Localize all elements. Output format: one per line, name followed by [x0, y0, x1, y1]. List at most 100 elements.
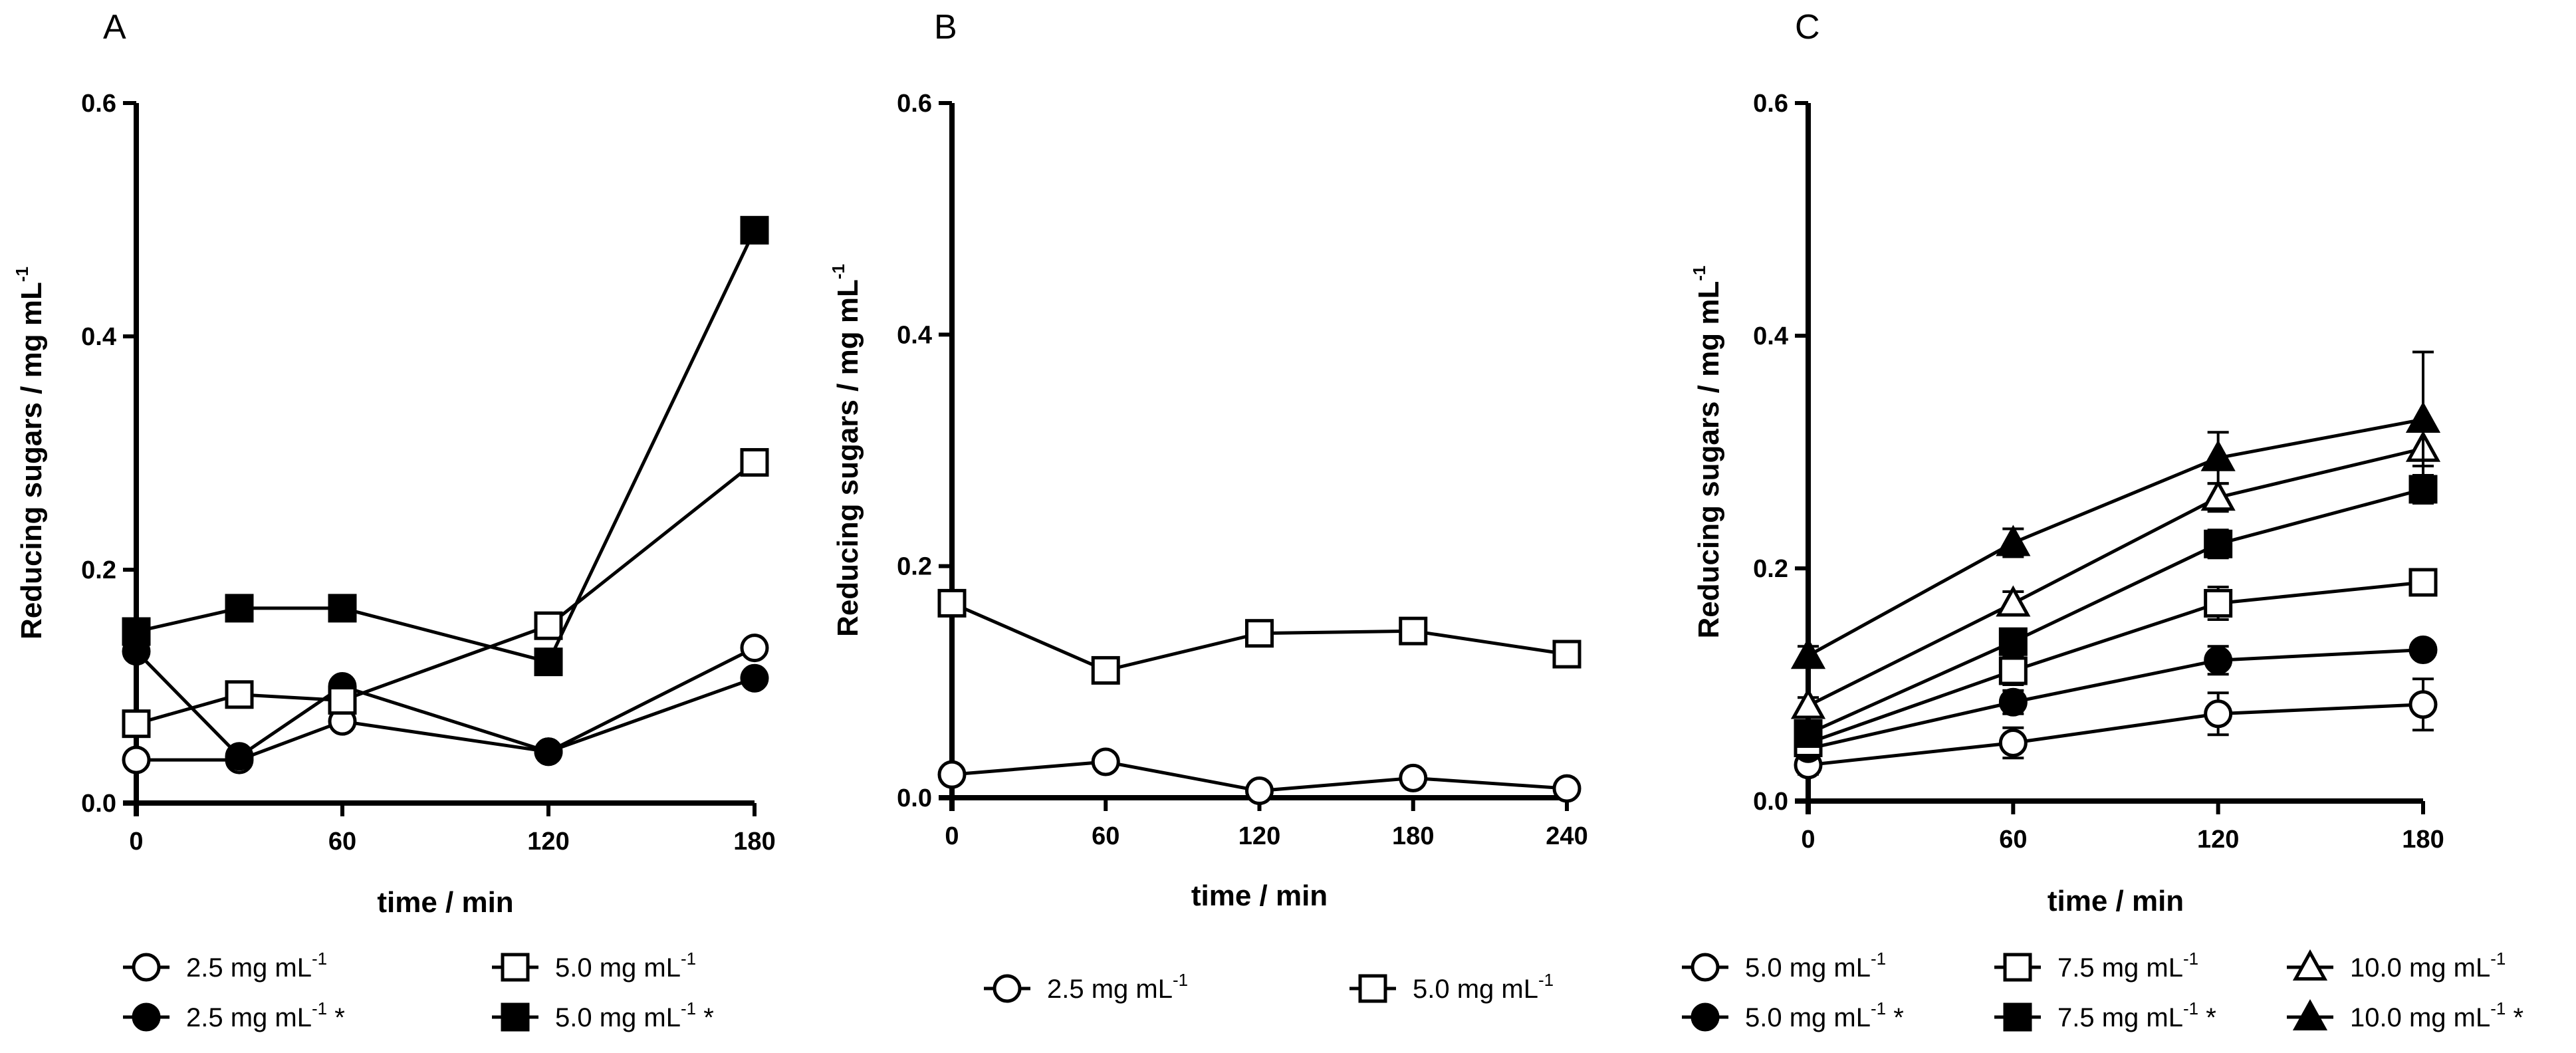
y-axis-label-sup: -1 [828, 264, 848, 279]
legend-label-sup: -1 [1538, 970, 1554, 990]
legend-marker [1691, 1002, 1720, 1032]
legend-marker [993, 974, 1022, 1003]
series-3 [1794, 474, 2438, 748]
series-5 [1790, 350, 2441, 669]
data-point [1998, 656, 2028, 685]
legend-label-main: 7.5 mg mL [2057, 953, 2183, 983]
legend-label-suffix: * [696, 1003, 714, 1032]
data-point [1790, 638, 1826, 669]
legend-label-sup: -1 [2490, 998, 2506, 1018]
legend-item: 5.0 mg mL-1 [1682, 949, 1886, 983]
legend-item: 10.0 mg mL-1 [2287, 949, 2506, 983]
legend-item: 7.5 mg mL-1 [1994, 949, 2198, 983]
data-point [2408, 568, 2438, 597]
y-tick-label: 0.2 [897, 553, 932, 581]
data-point [937, 760, 967, 789]
series-line [1808, 580, 2424, 745]
legend-marker [132, 1002, 161, 1032]
legend-item: 7.5 mg mL-1 * [1994, 998, 2216, 1032]
data-point [740, 448, 769, 477]
legend-label-sup: -1 [312, 949, 327, 969]
x-axis-label: time / min [2048, 885, 2184, 917]
legend-item: 2.5 mg mL-1 [984, 970, 1188, 1004]
legend-marker [1691, 953, 1720, 982]
x-tick-label: 180 [2402, 826, 2444, 854]
y-axis-label: Reducing sugars / mg mL-1 [12, 267, 48, 640]
y-tick-label: 0.2 [1753, 555, 1788, 583]
legend-marker [501, 1002, 530, 1032]
data-point [2200, 479, 2236, 511]
legend-marker [2292, 999, 2328, 1030]
data-point [1091, 747, 1120, 776]
x-tick-label: 60 [1092, 822, 1119, 850]
data-point [225, 680, 254, 709]
data-point [328, 686, 357, 715]
data-point [2204, 589, 2233, 618]
legend-item: 2.5 mg mL-1 [123, 949, 327, 983]
data-point [534, 647, 563, 677]
legend-label: 2.5 mg mL-1 * [186, 998, 345, 1032]
x-tick-label: 0 [1801, 826, 1815, 854]
y-axis-label-main: Reducing sugars / mg mL [1693, 281, 1725, 639]
x-tick-label: 60 [328, 828, 356, 856]
legend-label-sup: -1 [1173, 970, 1188, 990]
y-axis-label-main: Reducing sugars / mg mL [15, 282, 48, 640]
series-3 [122, 215, 769, 677]
data-point [740, 634, 769, 663]
data-point [328, 594, 357, 623]
y-tick-label: 0.6 [897, 90, 932, 118]
y-axis-label: Reducing sugars / mg mL-1 [828, 264, 864, 637]
series-1 [1794, 636, 2438, 763]
x-tick-label: 0 [945, 822, 959, 850]
x-axis-label: time / min [377, 886, 513, 919]
legend-marker [2292, 949, 2328, 981]
data-point [1996, 525, 2031, 556]
panel-b: B 0.0 0.2 0.4 0.6 0 60 120 180 240 time / min Reduc… [828, 8, 1588, 1004]
y-tick-label: 0.0 [81, 790, 116, 818]
legend-label-suffix: * [2506, 1003, 2523, 1032]
legend-label: 5.0 mg mL-1 * [555, 998, 714, 1032]
y-tick-label: 0.4 [897, 321, 932, 349]
legend-label-main: 2.5 mg mL [186, 1003, 312, 1032]
y-axis-label: Reducing sugars / mg mL-1 [1689, 266, 1725, 639]
y-tick-label: 0.2 [81, 556, 116, 584]
legend-label-sup: -1 [312, 998, 327, 1018]
legend-label: 7.5 mg mL-1 * [2057, 998, 2216, 1032]
legend-item: 5.0 mg mL-1 [492, 949, 696, 983]
legend-label: 5.0 mg mL-1 [1413, 970, 1554, 1004]
legend-label-main: 5.0 mg mL [555, 953, 681, 983]
legend-label-main: 10.0 mg mL [2350, 1003, 2490, 1032]
series-1 [937, 588, 1581, 685]
legend-label-suffix: * [327, 1003, 345, 1032]
x-tick-label: 0 [129, 828, 143, 856]
x-tick-label: 180 [1392, 822, 1434, 850]
legend-label-main: 2.5 mg mL [186, 953, 312, 983]
legend: 2.5 mg mL-1 5.0 mg mL-1 [984, 970, 1554, 1004]
y-tick-label: 0.0 [1753, 788, 1788, 816]
data-point [2204, 699, 2233, 729]
data-point [2405, 402, 2441, 433]
legend-label: 10.0 mg mL-1 * [2350, 998, 2523, 1032]
panel-a: A 0.0 0.2 0.4 0.6 0 60 120 180 time / min Reducing… [12, 8, 776, 1032]
data-point [1399, 763, 1428, 792]
legend-label-main: 5.0 mg mL [1413, 975, 1538, 1004]
y-tick-label: 0.0 [897, 784, 932, 812]
legend-label-main: 7.5 mg mL [2057, 1003, 2183, 1032]
legend-label: 7.5 mg mL-1 [2057, 949, 2198, 983]
data-point [1794, 719, 1823, 748]
y-tick-label: 0.6 [1753, 90, 1788, 118]
data-point [1998, 687, 2028, 717]
panel-letter: A [103, 8, 126, 47]
legend-marker [132, 953, 161, 982]
x-tick-label: 120 [527, 828, 569, 856]
legend-label-sup: -1 [681, 949, 696, 969]
legend-label: 2.5 mg mL-1 [1047, 970, 1188, 1004]
legend-label-main: 10.0 mg mL [2350, 953, 2490, 983]
legend-label-suffix: * [1886, 1003, 1904, 1032]
data-point [1998, 729, 2028, 757]
data-point [2204, 529, 2233, 558]
series-0 [1794, 677, 2438, 780]
legend-label-sup: -1 [2183, 949, 2198, 969]
series-line [1807, 447, 2424, 707]
